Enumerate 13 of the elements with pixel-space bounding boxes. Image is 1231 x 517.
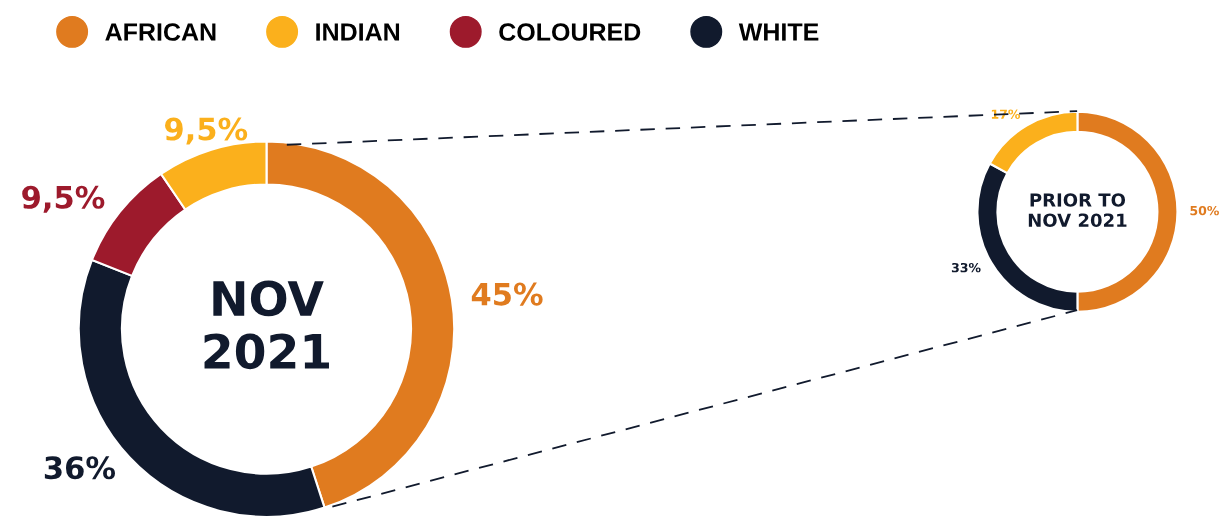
data-label: 36% (44, 456, 116, 480)
text: PRIOR TO NOV 2021 (1028, 193, 1127, 228)
data-label: 9,5% (165, 117, 248, 145)
legend-label: INDIAN (316, 23, 400, 41)
legend-label: AFRICAN (105, 23, 216, 41)
text: NOV 2021 (204, 280, 329, 370)
data-label: 9,5% (22, 185, 105, 213)
legend-label: WHITE (738, 23, 819, 41)
legend-label: COLOURED (499, 23, 641, 41)
data-label: 50% (1190, 205, 1219, 216)
data-label: 33% (951, 262, 981, 273)
data-label: 45% (471, 282, 543, 306)
data-label: 17% (991, 109, 1021, 119)
